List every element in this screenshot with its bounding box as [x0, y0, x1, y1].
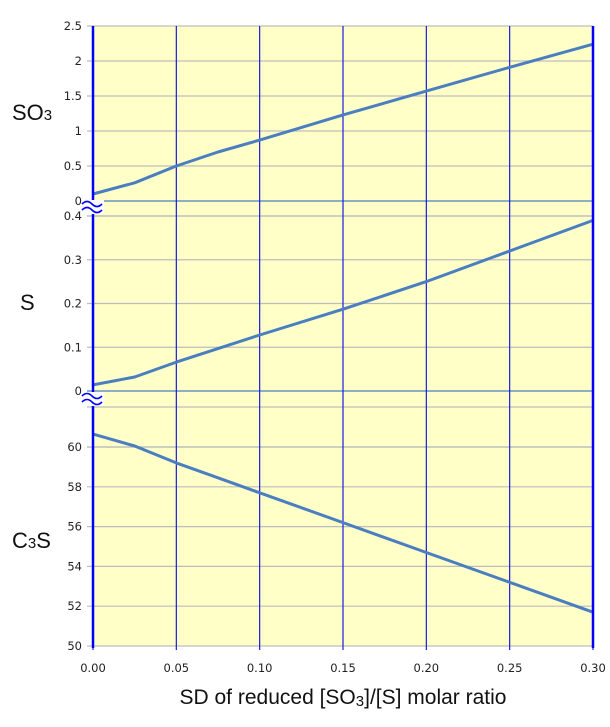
y-tick-label: 2 — [75, 54, 82, 68]
y-tick-label: 56 — [67, 520, 82, 534]
y-tick-label: 0.4 — [64, 209, 82, 223]
x-tick-label: 0.00 — [80, 661, 106, 675]
horizontal-gridlines — [87, 25, 593, 647]
y-tick-label: 0.2 — [64, 297, 82, 311]
x-tick-label: 0.10 — [247, 661, 273, 675]
y-tick-label: 2.5 — [64, 19, 82, 33]
x-tick-label: 0.15 — [330, 661, 356, 675]
y-tick-label: 60 — [67, 440, 82, 454]
axis-break-icons — [81, 200, 104, 406]
data-series — [92, 42, 594, 614]
y-tick-label: 50 — [67, 639, 82, 653]
x-tick-label: 0.20 — [414, 661, 440, 675]
x-tick-label: 0.30 — [580, 661, 606, 675]
panel-label-so3: SO3 — [12, 100, 52, 125]
y-tick-label: 52 — [67, 599, 82, 613]
y-tick-label: 1 — [75, 124, 82, 138]
x-tick-label: 0.05 — [164, 661, 190, 675]
y-tick-label: 54 — [67, 559, 82, 573]
series-line-s — [92, 218, 594, 387]
y-tick-label: 0 — [75, 384, 82, 398]
y-tick-label: 1.5 — [64, 89, 82, 103]
x-tick-label: 0.25 — [497, 661, 523, 675]
axis-break-icon — [81, 392, 103, 400]
y-tick-label: 0.3 — [64, 253, 82, 267]
y-tick-label: 0.5 — [64, 159, 82, 173]
x-tick-labels: 0.00 0.05 0.10 0.15 0.20 0.25 0.30 — [80, 661, 606, 675]
panel-label-c3s: C3S — [12, 528, 51, 553]
y-tick-labels: 0 0.5 1 1.5 2 2.5 0 0.1 0.2 0.3 0.4 50 52 54 56 58 60 — [64, 19, 82, 653]
y-tick-label: 0.1 — [64, 340, 82, 354]
y-tick-label: 58 — [67, 480, 82, 494]
x-axis-title: SD of reduced [SO3]/[S] molar ratio — [180, 686, 507, 710]
panel-labels: SO3 S C3S — [12, 100, 52, 553]
series-line-c3s — [92, 432, 594, 614]
series-line-so3 — [92, 42, 594, 196]
axis-break-icon — [81, 200, 103, 208]
panel-label-s: S — [20, 290, 35, 315]
y-tick-label: 0 — [75, 194, 82, 208]
